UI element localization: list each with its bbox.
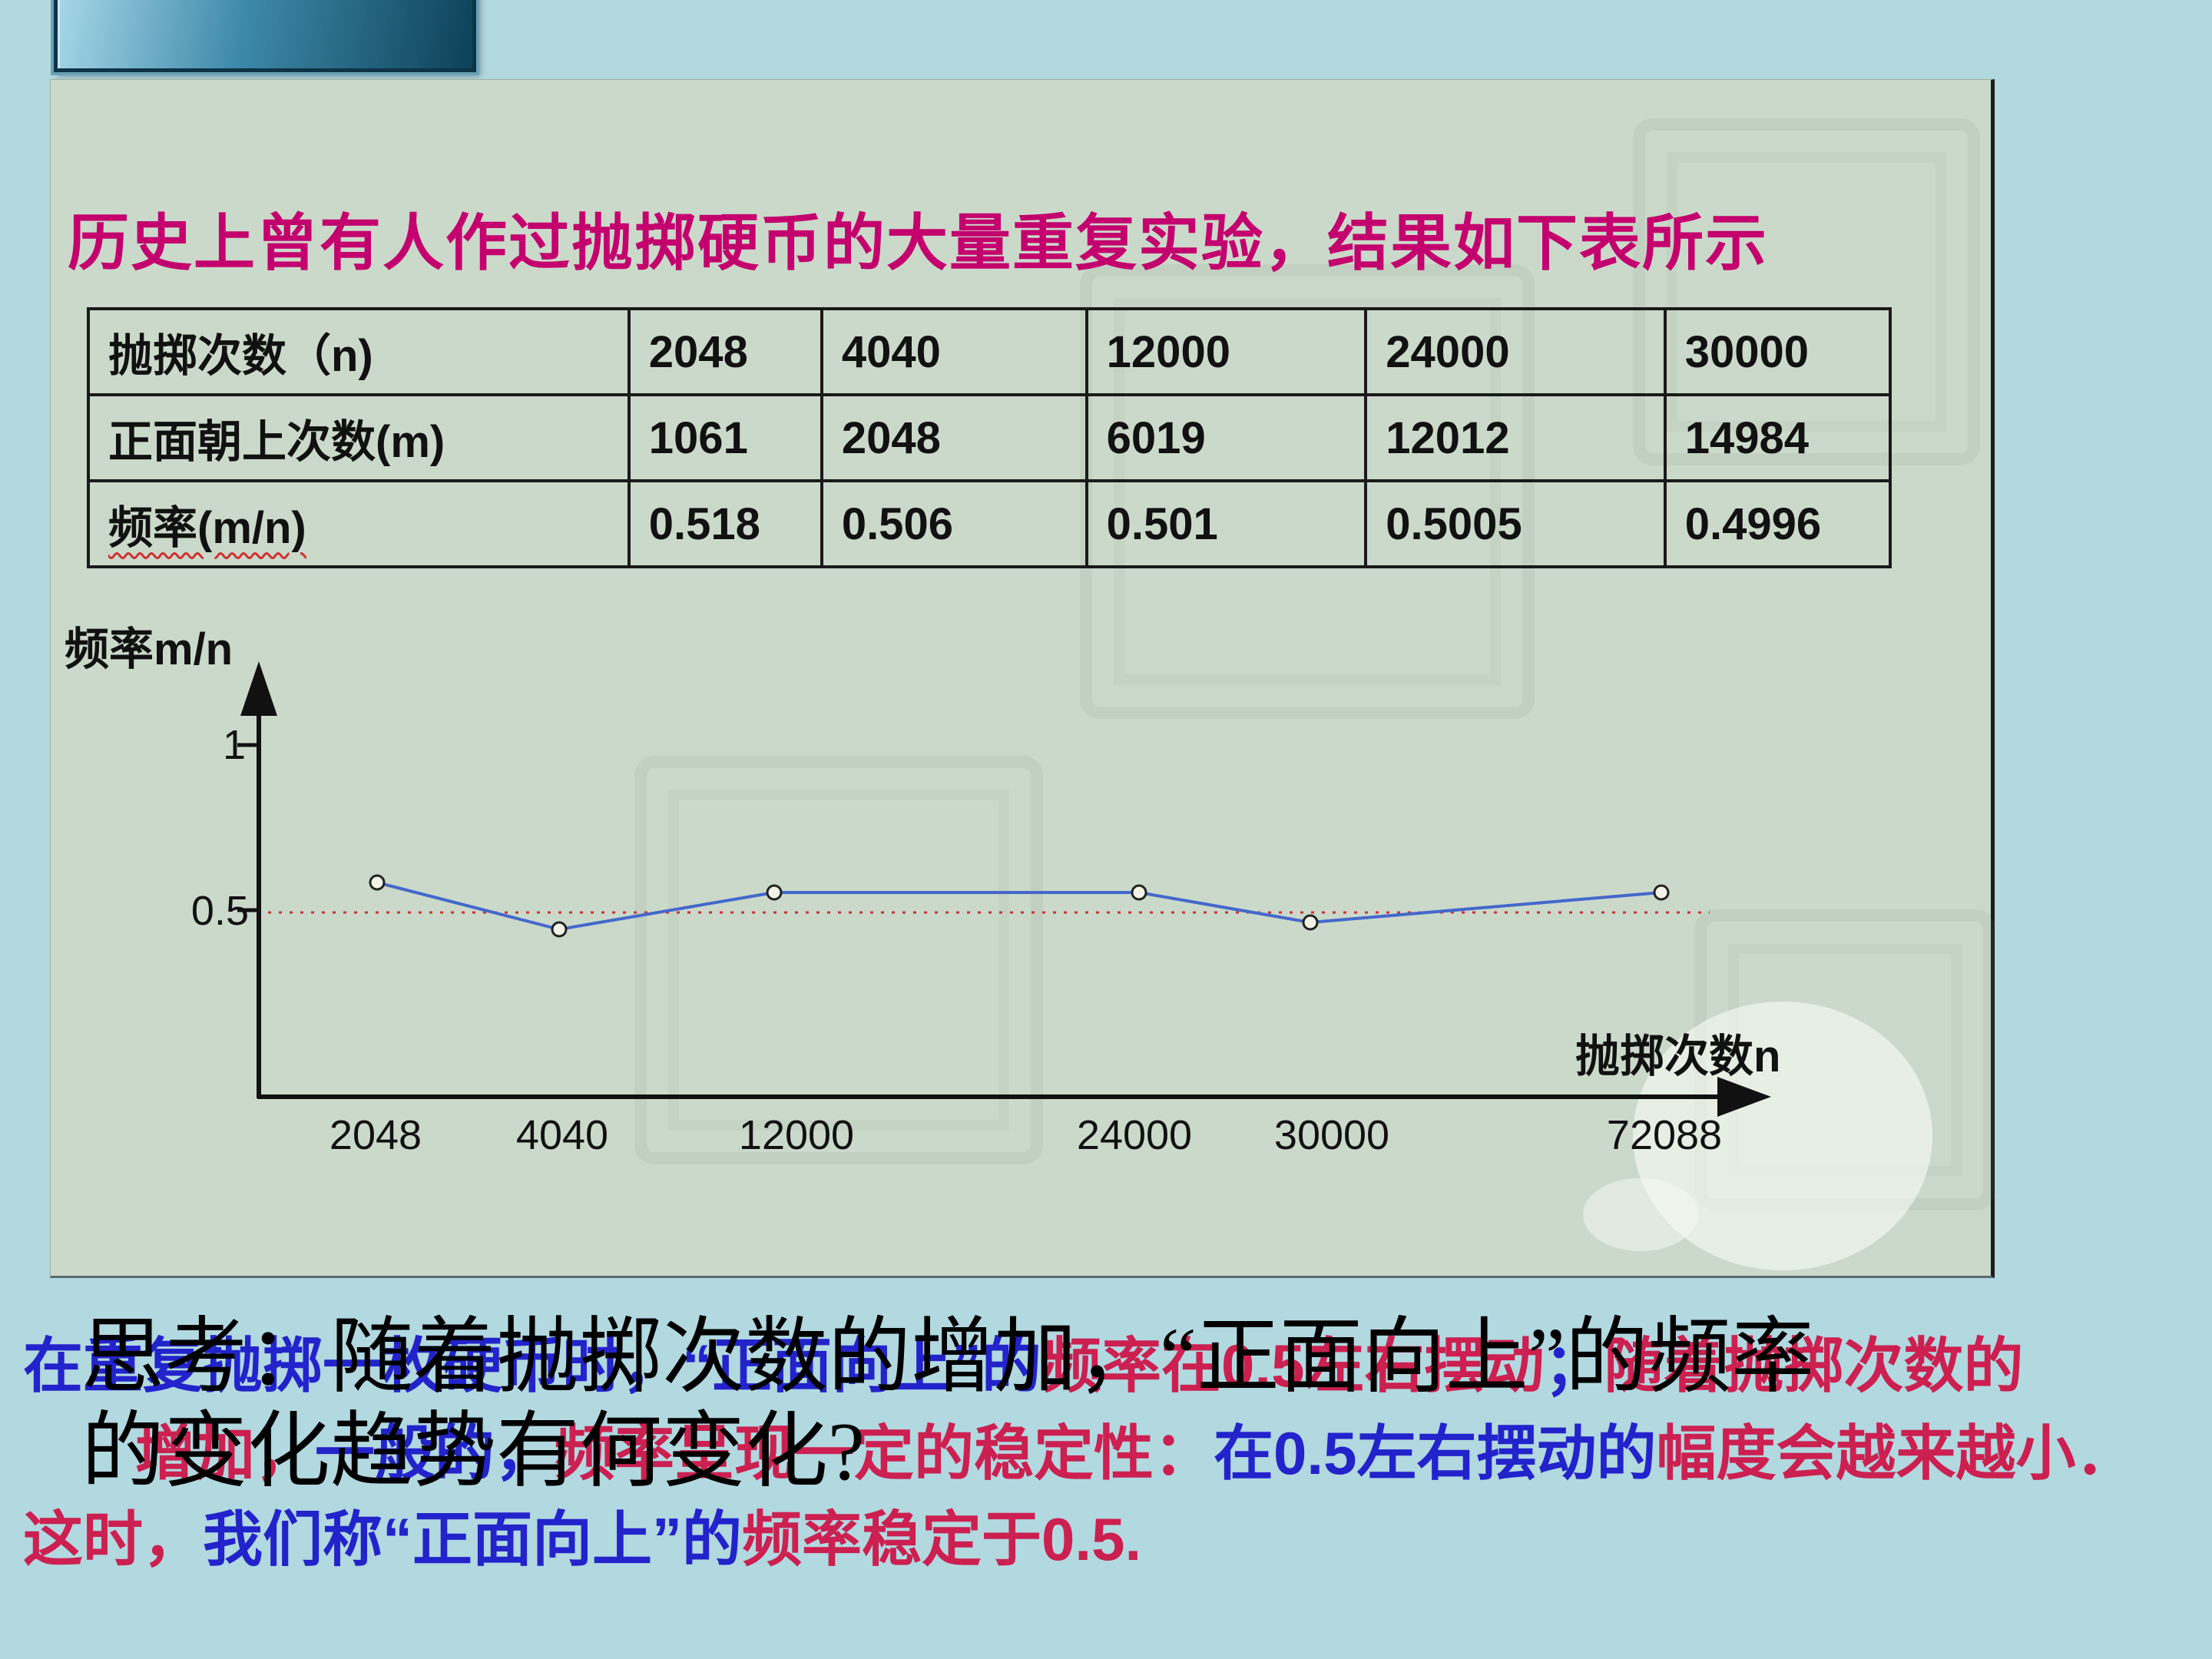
data-point xyxy=(1131,884,1147,901)
table-cell: 0.5005 xyxy=(1364,479,1667,568)
x-axis-arrow-icon xyxy=(1717,1077,1771,1117)
note-segment: 这时， xyxy=(23,1505,204,1573)
table-cell: 12000 xyxy=(1084,307,1368,396)
y-tick-label: 0.5 xyxy=(191,888,249,934)
note-line: 这时，我们称“正面向上”的频率稳定于0.5. xyxy=(23,1492,1141,1578)
x-tick-label: 24000 xyxy=(1077,1112,1192,1158)
table-cell: 0.4996 xyxy=(1663,479,1892,568)
x-tick-label: 12000 xyxy=(739,1112,854,1158)
y-axis-arrow-icon xyxy=(240,661,277,716)
frequency-table: 抛掷次数（n) 2048 4040 12000 24000 30000 正面朝上… xyxy=(87,307,1892,568)
panel-heading: 历史上曾有人作过抛掷硬币的大量重复实验，结果如下表所示 xyxy=(68,209,1768,277)
row-label-frequency: 频率(m/n) xyxy=(87,479,631,568)
note-segment: 幅度会越来越小． xyxy=(1656,1419,2136,1487)
note-segment: ； xyxy=(1544,1332,1604,1399)
content-panel: 历史上曾有人作过抛掷硬币的大量重复实验，结果如下表所示 抛掷次数（n) 2048… xyxy=(50,79,1995,1278)
y-axis-label: 频率m/n xyxy=(65,624,233,674)
data-point xyxy=(551,921,568,938)
x-tick-label: 2048 xyxy=(329,1112,422,1158)
table-cell: 0.506 xyxy=(820,479,1088,568)
note-segment: 一般的， xyxy=(315,1419,555,1487)
table-cell: 2048 xyxy=(820,393,1088,482)
note-segment: 我们称“正面向上”的 xyxy=(203,1505,743,1573)
y-tick-label: 1 xyxy=(223,722,246,768)
table-row: 频率(m/n) 0.518 0.506 0.501 0.5005 0.4996 xyxy=(87,479,1892,568)
note-segment: 频率稳定于0.5. xyxy=(742,1505,1142,1573)
note-line: 在重复抛掷一枚硬币时，“正面向上”的频率在0.5左右摆动；随着抛掷次数的 xyxy=(23,1318,2023,1404)
table-cell: 12012 xyxy=(1364,393,1667,482)
note-segment: 在0.5左右摆动的 xyxy=(1214,1419,1657,1487)
note-segment: 在重复抛掷一枚硬币时，“正面向上”的 xyxy=(23,1332,1042,1399)
note-line: 增加，一般的，频率呈现一定的稳定性：在0.5左右摆动的幅度会越来越小． xyxy=(135,1406,2136,1492)
table-cell: 14984 xyxy=(1663,393,1892,482)
table-cell: 2048 xyxy=(627,307,823,396)
note-segment: 频率在0.5左右摆动 xyxy=(1041,1332,1545,1399)
note-segment: 增加， xyxy=(135,1419,316,1487)
frequency-line xyxy=(376,881,1662,931)
data-point xyxy=(369,874,386,891)
table-cell: 0.518 xyxy=(627,479,823,568)
row-label-heads: 正面朝上次数(m) xyxy=(87,393,631,482)
think-question-line2: 的变化趋势有何变化? xyxy=(81,1406,865,1498)
think-question-line1: 思考：随着抛掷次数的增加，“正面向上”的频率 xyxy=(81,1312,1814,1403)
table-cell: 24000 xyxy=(1364,307,1667,396)
x-tick-label: 72088 xyxy=(1607,1112,1722,1158)
table-row: 正面朝上次数(m) 1061 2048 6019 12012 14984 xyxy=(87,393,1892,482)
table-cell: 6019 xyxy=(1084,393,1368,482)
think-question: 思考：随着抛掷次数的增加，“正面向上”的频率 的变化趋势有何变化? xyxy=(81,1310,1814,1499)
frequency-chart: 2048 4040 12000 24000 30000 72088 1 0.5 xyxy=(191,661,1771,1158)
data-point xyxy=(1653,884,1670,901)
table-cell: 30000 xyxy=(1663,307,1892,396)
row-label-tosses: 抛掷次数（n) xyxy=(87,307,631,396)
table-row: 抛掷次数（n) 2048 4040 12000 24000 30000 xyxy=(87,307,1892,396)
note-segment: 频率呈现一定的稳定性： xyxy=(555,1419,1214,1487)
table-cell: 1061 xyxy=(627,393,823,482)
x-tick-label: 30000 xyxy=(1274,1112,1389,1158)
table-cell: 4040 xyxy=(820,307,1088,396)
x-tick-label: 4040 xyxy=(516,1112,608,1158)
slide-nav-button[interactable] xyxy=(54,0,476,72)
table-cell: 0.501 xyxy=(1084,479,1368,568)
note-segment: 随着抛掷次数的 xyxy=(1604,1332,2024,1399)
data-point xyxy=(766,884,783,901)
data-point xyxy=(1302,914,1319,931)
